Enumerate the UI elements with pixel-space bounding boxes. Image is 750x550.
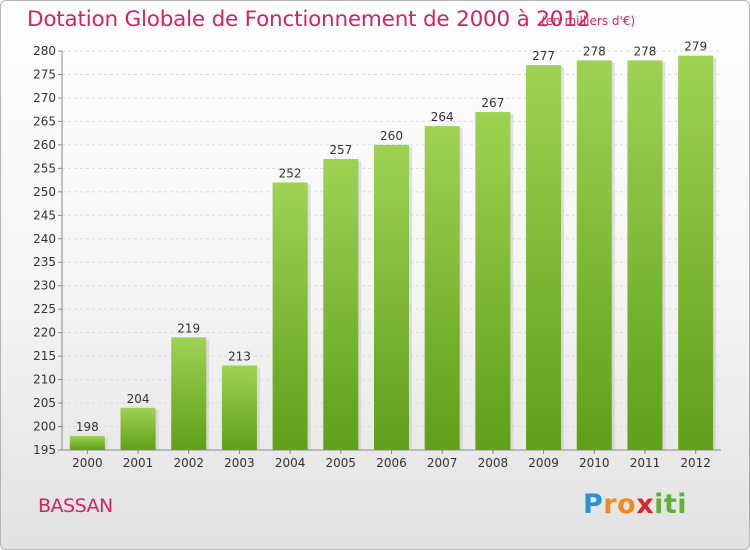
y-tick-label: 280 — [33, 44, 56, 58]
y-tick-label: 270 — [33, 91, 56, 105]
bar — [475, 112, 511, 450]
value-label: 213 — [228, 350, 251, 364]
bar — [120, 407, 156, 450]
logo-letter: x — [636, 489, 655, 520]
y-tick-label: 245 — [33, 208, 56, 222]
value-labels: 198 204 219 213 252 257 260 264 267 277 278 278 279 — [76, 40, 707, 434]
chart-title: Dotation Globale de Fonctionnement de 20… — [27, 7, 591, 32]
bar — [171, 337, 207, 450]
bar — [272, 182, 308, 450]
value-label: 277 — [532, 49, 555, 63]
x-tick-label: 2011 — [630, 456, 661, 470]
x-tick-label: 2006 — [376, 456, 407, 470]
y-tick-label: 240 — [33, 232, 56, 246]
bar — [221, 365, 257, 450]
value-label: 267 — [481, 96, 504, 110]
x-tick-label: 2001 — [123, 456, 154, 470]
bar — [69, 435, 105, 450]
bar — [323, 158, 359, 450]
y-tick-label: 265 — [33, 114, 56, 128]
logo-letter: P — [583, 489, 604, 520]
bar — [374, 144, 409, 450]
y-tick-label: 250 — [33, 185, 56, 199]
value-label: 278 — [634, 44, 657, 58]
value-label: 257 — [329, 143, 352, 157]
logo-letter: o — [617, 489, 637, 520]
y-tick-label: 195 — [33, 443, 56, 457]
y-tick-label: 225 — [33, 302, 56, 316]
bars — [69, 55, 717, 451]
logo-letter: r — [603, 489, 618, 520]
bar — [526, 65, 562, 451]
value-label: 204 — [127, 392, 150, 406]
x-tick-label: 2008 — [478, 456, 509, 470]
value-label: 219 — [177, 321, 200, 335]
bar — [678, 55, 714, 450]
x-tick-labels: 2000 2001 2002 2003 2004 2005 2006 2007 2008 2009… — [72, 450, 711, 470]
value-label: 279 — [684, 40, 707, 54]
value-label: 278 — [583, 44, 606, 58]
chart-unit-label: (en milliers d'€) — [541, 14, 636, 28]
logo-letter: i — [654, 489, 664, 520]
y-tick-label: 260 — [33, 138, 56, 152]
commune-name: BASSAN — [38, 495, 113, 517]
x-tick-label: 2003 — [224, 456, 255, 470]
x-tick-label: 2007 — [427, 456, 458, 470]
y-tick-label: 210 — [33, 373, 56, 387]
bar — [424, 126, 460, 450]
x-tick-label: 2005 — [326, 456, 357, 470]
y-tick-label: 255 — [33, 161, 56, 175]
x-tick-label: 2012 — [680, 456, 711, 470]
bar — [627, 60, 663, 450]
y-tick-labels: 195 200 205 210 215 220 225 230 235 240 245 250 255 2… — [33, 44, 56, 457]
x-tick-label: 2004 — [275, 456, 306, 470]
proxiti-logo: Proxiti — [583, 489, 687, 520]
x-tick-label: 2000 — [72, 456, 103, 470]
x-tick-label: 2002 — [173, 456, 204, 470]
x-tick-label: 2009 — [528, 456, 559, 470]
x-tick-label: 2010 — [579, 456, 610, 470]
logo-letter: t — [663, 489, 678, 520]
value-label: 252 — [279, 166, 302, 180]
y-tick-label: 275 — [33, 67, 56, 81]
y-tick-label: 205 — [33, 396, 56, 410]
logo-letter: i — [677, 489, 688, 520]
value-label: 264 — [431, 110, 454, 124]
value-label: 198 — [76, 420, 99, 434]
y-tick-label: 200 — [33, 420, 56, 434]
y-tick-label: 235 — [33, 255, 56, 269]
y-tick-label: 215 — [33, 349, 56, 363]
bar — [576, 60, 612, 450]
value-label: 260 — [380, 129, 403, 143]
y-tick-label: 230 — [33, 279, 56, 293]
y-tick-label: 220 — [33, 326, 56, 340]
